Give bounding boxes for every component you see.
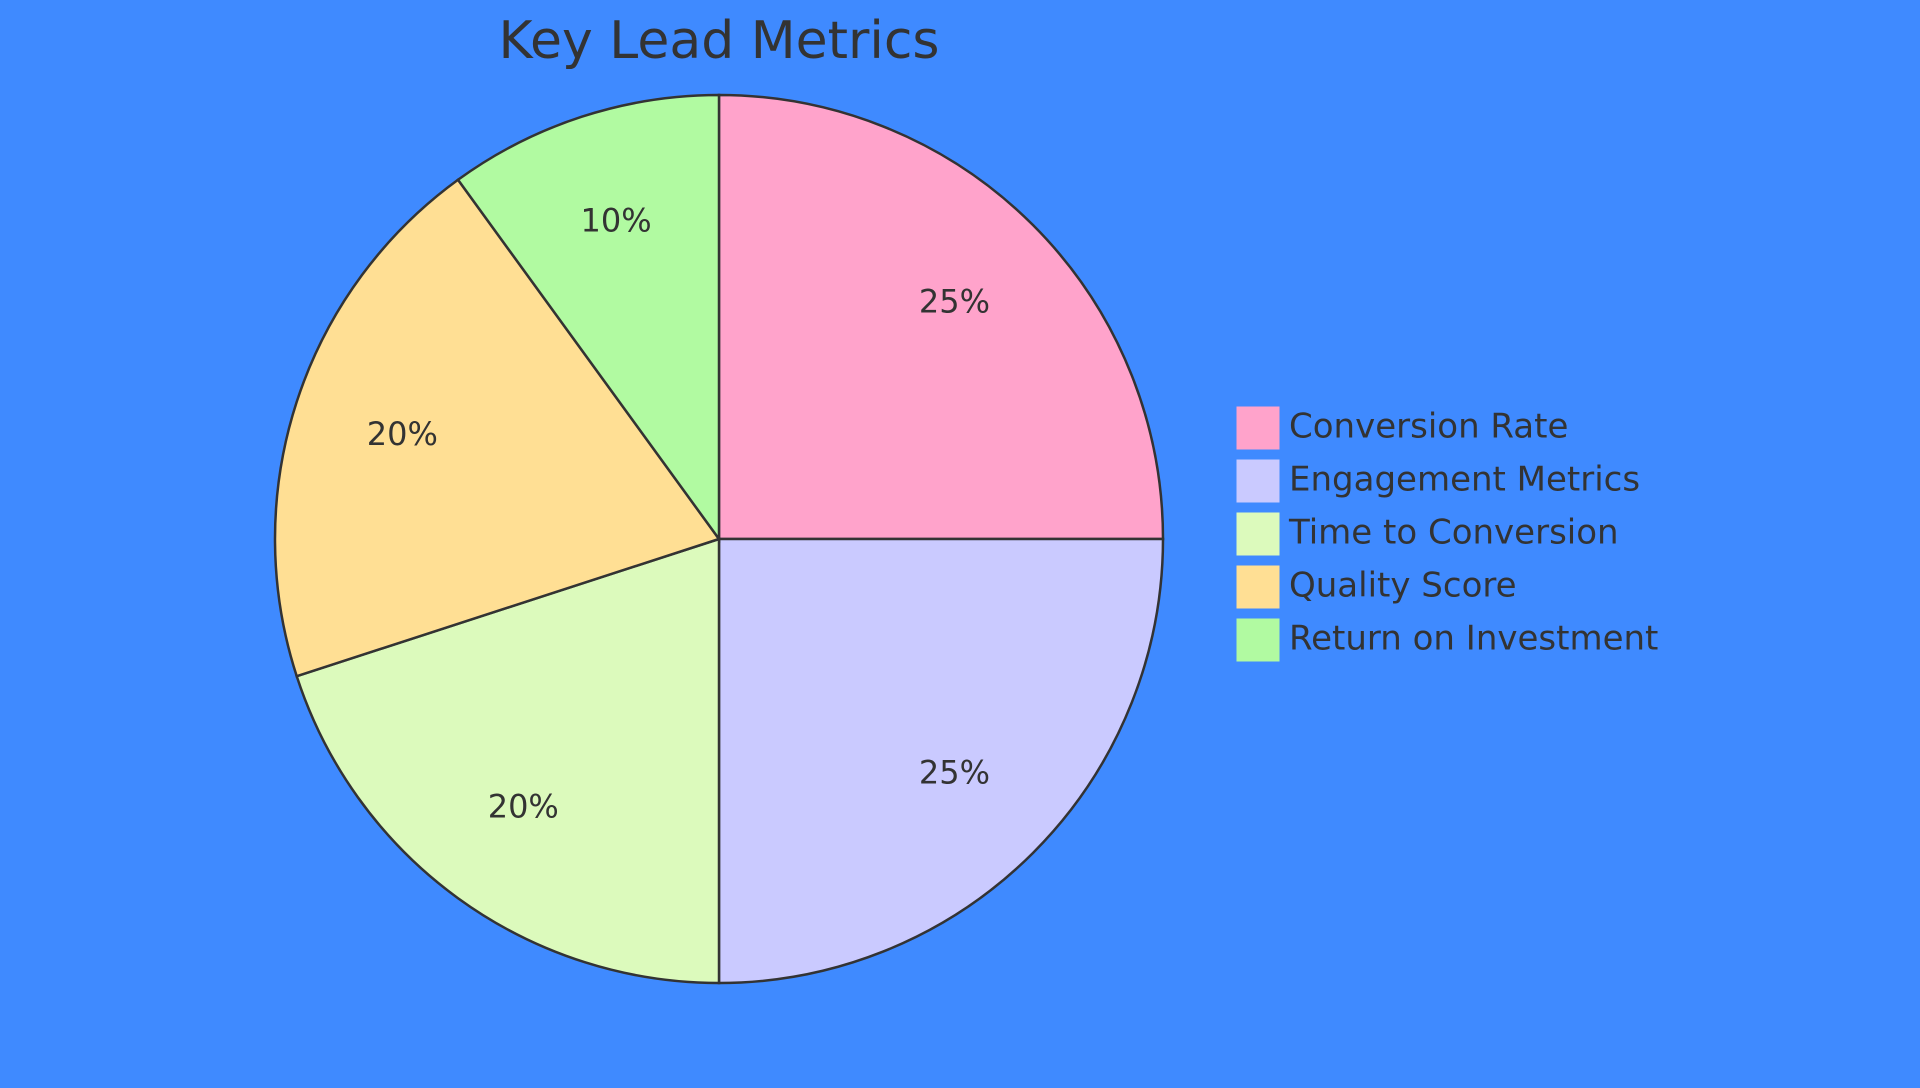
pie-slices [273,93,1165,985]
legend-label: Return on Investment [1289,619,1658,659]
pie-slice-labels: 25% 25% 20% 20% 10% [367,201,990,825]
slice-value-label: 25% [919,753,990,791]
legend-swatch [1235,511,1281,557]
legend-swatch [1235,564,1281,610]
legend-swatch [1235,405,1281,451]
legend-label: Engagement Metrics [1289,460,1640,500]
legend-label: Quality Score [1289,566,1517,606]
pie-slice-time-to-conversion [295,537,721,985]
legend-swatch [1235,617,1281,663]
chart-title: Key Lead Metrics [498,11,939,71]
slice-value-label: 25% [919,283,990,321]
pie-slice-engagement-metrics [717,537,1165,985]
slice-value-label: 20% [367,415,438,453]
slice-value-label: 20% [488,787,559,825]
legend-label: Time to Conversion [1288,513,1619,553]
pie-slice-return-on-investment [456,93,721,543]
pie-slice-quality-score [273,178,722,678]
legend-label: Conversion Rate [1289,407,1568,447]
legend: Conversion Rate Engagement Metrics Time to… [1235,405,1658,663]
legend-swatch [1235,458,1281,504]
pie-slice-conversion-rate [717,93,1165,541]
slice-value-label: 10% [581,201,652,239]
